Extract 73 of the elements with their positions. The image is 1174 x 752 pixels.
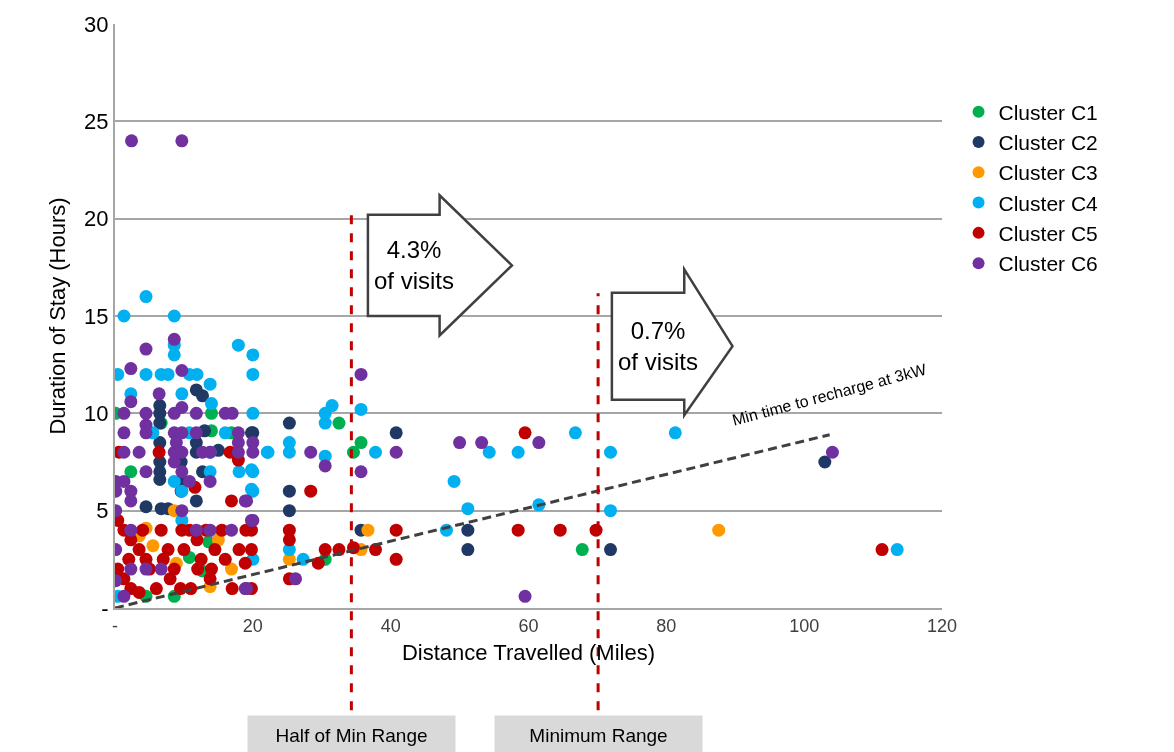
point (818, 455, 832, 469)
point (224, 562, 238, 576)
point (461, 502, 475, 516)
legend-label: Cluster C1 (998, 100, 1098, 124)
legend-label: Cluster C3 (998, 161, 1098, 185)
point (712, 523, 726, 537)
y-tick-label: 15 (84, 303, 109, 329)
point (282, 504, 296, 518)
point (668, 426, 682, 440)
point (511, 445, 525, 459)
x-tick-label: 20 (242, 615, 263, 636)
annotation: 4.3% of visits (374, 236, 455, 295)
legend-label: Cluster C2 (998, 131, 1098, 155)
y-tick-label: 30 (84, 11, 109, 37)
point (461, 523, 475, 537)
point (117, 309, 131, 323)
point (354, 436, 368, 450)
legend-label: Cluster C6 (998, 252, 1098, 276)
point (282, 484, 296, 498)
point (232, 465, 246, 479)
point (389, 426, 403, 440)
point (167, 348, 181, 362)
annotation: 0.7% of visits (618, 317, 699, 376)
point (218, 426, 232, 440)
annotation: Min time to recharge at 3kW (730, 360, 929, 429)
point (604, 445, 618, 459)
point (167, 309, 181, 323)
x-tick-label: 120 (926, 615, 958, 636)
x-tick-label: 60 (518, 615, 539, 636)
point (246, 406, 260, 420)
point (568, 426, 582, 440)
point (325, 399, 339, 413)
point (482, 445, 496, 459)
ref-line-label: Half of Min Range (275, 724, 428, 746)
ref-line-label: Minimum Range (529, 724, 668, 746)
point (204, 397, 218, 411)
point (282, 416, 296, 430)
point (153, 473, 167, 487)
point (369, 445, 383, 459)
point (146, 539, 160, 553)
x-tick-label: 80 (656, 615, 677, 636)
y-tick-label: 25 (84, 109, 109, 135)
point (246, 367, 260, 381)
point (124, 465, 138, 479)
point (231, 338, 245, 352)
point (461, 543, 475, 557)
point (196, 389, 210, 403)
point (139, 367, 153, 381)
point (332, 416, 346, 430)
point (575, 543, 589, 557)
point (139, 500, 153, 514)
point (203, 377, 217, 391)
point (167, 474, 181, 488)
y-tick-label: 20 (84, 206, 109, 232)
y-tick-label: 5 (96, 498, 109, 524)
point (139, 290, 153, 304)
point (246, 348, 260, 362)
y-tick-label: 10 (84, 401, 109, 427)
point (604, 543, 618, 557)
point (604, 504, 618, 518)
legend-label: Cluster C4 (998, 191, 1099, 215)
x-tick-label: 100 (789, 615, 820, 636)
point (282, 445, 296, 459)
legend-label: Cluster C5 (998, 222, 1098, 246)
point (361, 523, 375, 537)
point (447, 474, 461, 488)
x-tick-label: 40 (380, 615, 401, 636)
point (189, 494, 203, 508)
point (175, 387, 189, 401)
point (890, 543, 904, 557)
x-axis-title: Distance Travelled (Miles) (401, 640, 656, 665)
point (354, 402, 368, 416)
y-axis-title: Duration of Stay (Hours) (45, 197, 71, 435)
